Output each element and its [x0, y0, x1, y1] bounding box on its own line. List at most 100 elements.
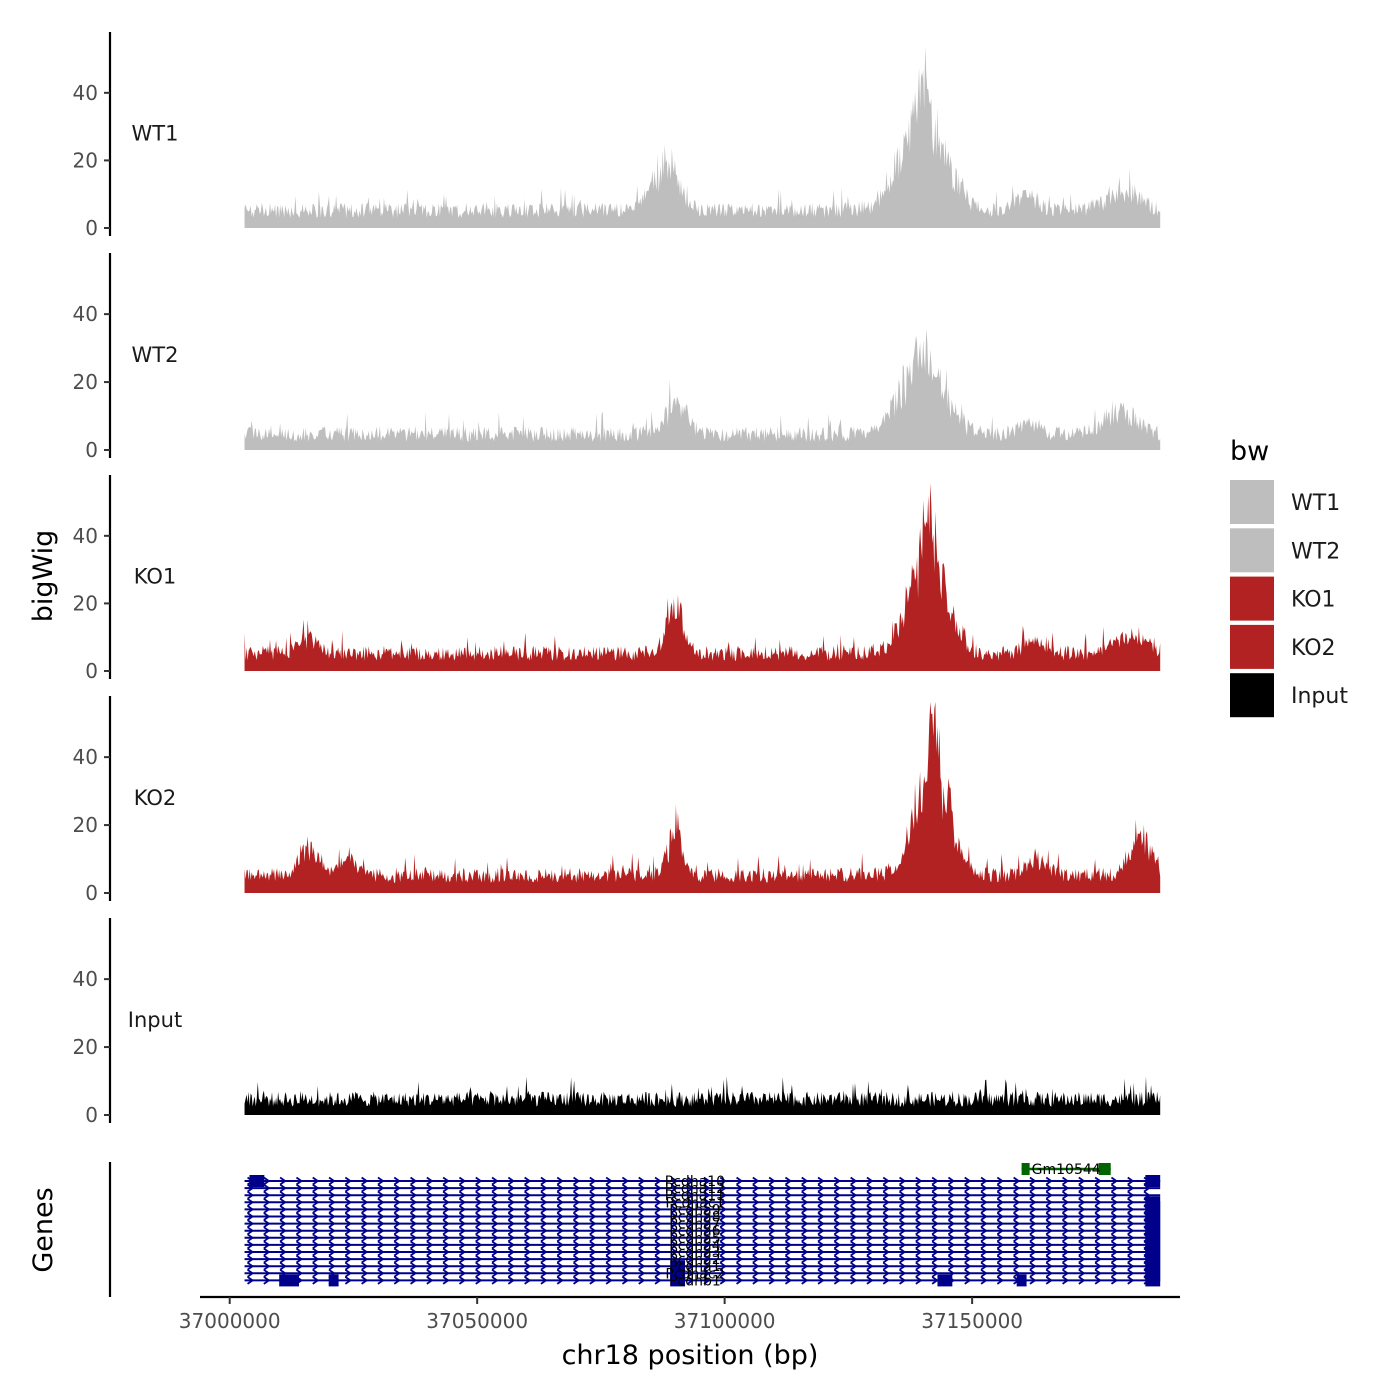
y-tick-label: 20 [73, 591, 98, 615]
exon-block [249, 1175, 265, 1187]
strand-arrows [247, 1254, 1151, 1264]
strand-arrows [247, 1183, 1151, 1193]
track-label-ko2: KO2 [134, 786, 177, 810]
track-wt2: 0 20 40 WT2 [73, 253, 1161, 462]
strand-arrows [247, 1205, 1151, 1214]
y-tick-label: 40 [73, 302, 98, 326]
y-tick-label: 40 [73, 524, 98, 548]
strand-arrows [247, 1198, 1151, 1207]
exon-block [937, 1274, 953, 1287]
track-ko2: 0 20 40 KO2 [73, 696, 1161, 905]
y-tick-label: 20 [73, 813, 98, 837]
strand-arrows [247, 1240, 1151, 1250]
strand-arrows [247, 1190, 1151, 1200]
track-input: 0 20 40 Input [73, 918, 1161, 1127]
y-tick-label: 20 [73, 1035, 98, 1059]
transcript-row [244, 1190, 1161, 1200]
strand-arrows [247, 1269, 1151, 1278]
gene-label-pcdha6: Pcdha6 [669, 1224, 720, 1240]
legend-label-wt2: WT2 [1291, 539, 1340, 564]
gene-label-gm10544: Gm10544 [1032, 1162, 1101, 1178]
exon-block [328, 1274, 339, 1287]
y-tick-label: 0 [85, 216, 98, 240]
y-tick-label: 0 [85, 659, 98, 683]
transcript-row [244, 1269, 1161, 1278]
legend-label-ko1: KO1 [1291, 588, 1336, 613]
y-tick-label: 40 [73, 745, 98, 769]
track-label-wt2: WT2 [132, 343, 179, 367]
legend-label-input: Input [1291, 684, 1348, 709]
legend-key-wt2 [1230, 528, 1274, 573]
transcript-row [244, 1240, 1161, 1250]
extra-gene-exon [1021, 1163, 1030, 1175]
gene-label-pcdha10: Pcdha10 [665, 1174, 725, 1190]
exon-block [1145, 1274, 1161, 1287]
legend: bw WT1 WT2 KO1 KO2 Input [1230, 436, 1348, 718]
x-tick-label: 37100000 [674, 1309, 776, 1333]
gene-label-pcdha8: Pcdha8 [669, 1210, 720, 1226]
coverage-area-wt1 [244, 45, 1161, 228]
gene-label-pcdha5: Pcdha5 [669, 1231, 720, 1247]
strand-arrows [247, 1276, 1151, 1285]
strand-arrows [247, 1219, 1151, 1228]
x-tick-label: 37050000 [426, 1309, 528, 1333]
y-tick-label: 40 [73, 967, 98, 991]
exon-block [1016, 1274, 1027, 1287]
y-tick-label: 20 [73, 148, 98, 172]
legend-label-wt1: WT1 [1291, 491, 1340, 516]
transcript-row [244, 1205, 1161, 1214]
legend-key-ko2 [1230, 624, 1274, 669]
gene-label-pcdhb1: Pcdhb1 [669, 1273, 721, 1289]
gene-label-pcdhac1: Pcdhac1 [665, 1195, 724, 1211]
transcript-row [244, 1226, 1161, 1235]
y-tick-label: 20 [73, 370, 98, 394]
transcript-row [244, 1176, 1161, 1186]
y-tick-label: 0 [85, 438, 98, 462]
extra-gene-exon [1098, 1163, 1111, 1175]
gene-label-pcdha2: Pcdha2 [669, 1252, 720, 1268]
legend-label-ko2: KO2 [1291, 636, 1336, 661]
strand-arrows [247, 1247, 1151, 1257]
transcript-row [244, 1198, 1161, 1207]
gene-label-pcdha7: Pcdha7 [669, 1217, 720, 1233]
gene-label-pcdha1: Pcdha1 [669, 1259, 720, 1275]
coverage-area-wt2 [244, 328, 1161, 450]
transcript-row [244, 1219, 1161, 1228]
track-label-ko1: KO1 [134, 564, 177, 588]
y-tick-label: 0 [85, 1103, 98, 1127]
x-axis-title: chr18 position (bp) [562, 1340, 819, 1371]
track-label-wt1: WT1 [132, 121, 179, 145]
x-tick-label: 37000000 [179, 1309, 281, 1333]
gene-label-pcdha9: Pcdha9 [669, 1202, 720, 1218]
transcript-row [244, 1212, 1161, 1221]
transcript-row [244, 1247, 1161, 1257]
strand-arrows [247, 1226, 1151, 1235]
track-wt1: 0 20 40 WT1 [73, 32, 1161, 240]
gene-label-pcdha4: Pcdha4 [669, 1238, 720, 1254]
transcript-row [244, 1261, 1161, 1271]
exon-block [670, 1274, 686, 1287]
y-tick-label: 0 [85, 881, 98, 905]
x-axis: 37000000 37050000 37100000 37150000 [179, 1295, 1180, 1333]
y-tick-label: 40 [73, 81, 98, 105]
track-ko1: 0 20 40 KO1 [73, 475, 1161, 683]
transcript-row [244, 1276, 1161, 1285]
strand-arrows [247, 1261, 1151, 1271]
transcript-row [244, 1254, 1161, 1264]
coverage-area-ko2 [244, 701, 1161, 893]
gene-label-pcdhac2: Pcdhac2 [665, 1266, 724, 1282]
coverage-area-input [244, 1076, 1161, 1115]
strand-arrows [247, 1233, 1151, 1243]
transcript-row [244, 1183, 1161, 1193]
gene-label-pcdha3: Pcdha3 [669, 1245, 720, 1261]
gene-label-pcdha11: Pcdha11 [665, 1188, 725, 1204]
track-label-input: Input [128, 1008, 182, 1032]
legend-key-input [1230, 673, 1274, 718]
x-tick-label: 37150000 [921, 1309, 1023, 1333]
transcript-row [244, 1233, 1161, 1243]
legend-key-wt1 [1230, 480, 1274, 524]
legend-key-ko1 [1230, 576, 1274, 621]
coverage-area-ko1 [244, 483, 1161, 671]
strand-arrows [247, 1212, 1151, 1221]
